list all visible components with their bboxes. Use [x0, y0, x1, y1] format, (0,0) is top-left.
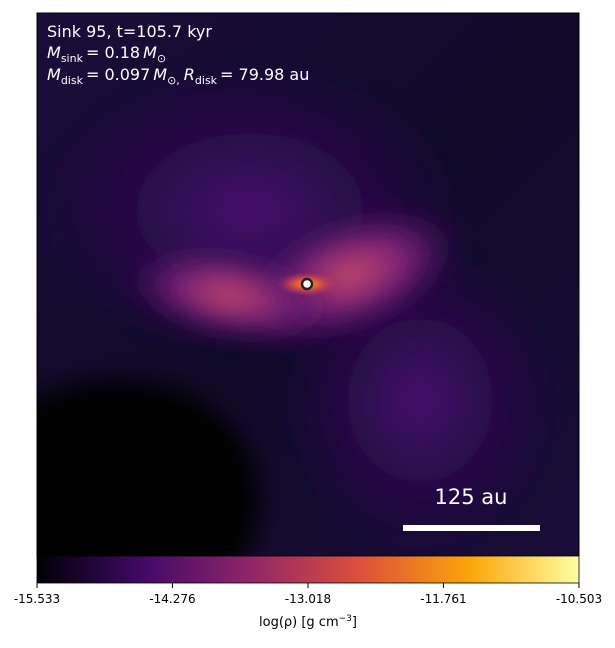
disk-properties: Mdisk = 0.097 M⊙, Rdisk = 79.98 au [47, 65, 309, 87]
colorbar-tick-label: -15.533 [14, 592, 60, 606]
sink-time: Sink 95, t=105.7 kyr [47, 22, 212, 41]
colorbar-tick-label: -10.503 [556, 592, 602, 606]
colorbar-label: log(ρ) [g cm−3] [259, 614, 357, 630]
density-map [37, 13, 579, 556]
annotations: Sink 95, t=105.7 kyr Msink = 0.18 M⊙ Mdisk… [47, 22, 507, 509]
sink-marker [300, 277, 314, 291]
colorbar-tick-label: -13.018 [285, 592, 331, 606]
scale-bar [403, 525, 540, 531]
colorbar-tick-label: -14.276 [149, 592, 195, 606]
scale-bar-label: 125 au [435, 485, 508, 509]
colorbar [36, 555, 580, 584]
colorbar-tick-label: -11.761 [420, 592, 466, 606]
sink-mass: Msink = 0.18 M⊙ [47, 43, 166, 65]
